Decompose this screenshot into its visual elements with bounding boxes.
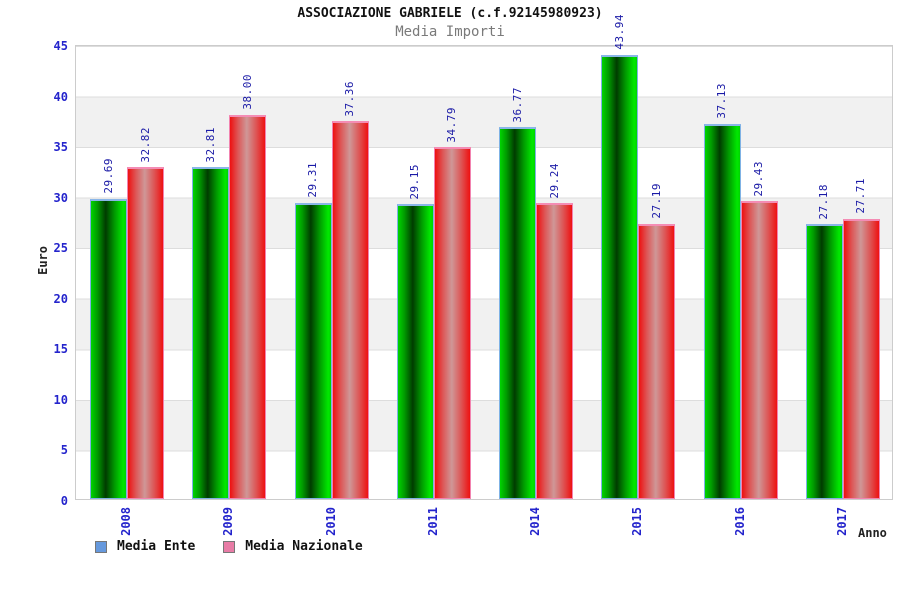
bar-media-ente-2016 <box>703 123 741 499</box>
bar-value-label: 37.36 <box>343 80 357 117</box>
bar-value-label: 37.13 <box>715 82 729 119</box>
plot-area: 0 5 10 15 20 25 30 35 40 45 2008 29.69 32.82 2009 32.8… <box>54 14 893 536</box>
bar-value-label: 32.81 <box>203 126 217 163</box>
bar-media-ente-2010 <box>294 202 332 499</box>
bar-value-label: 29.31 <box>306 162 320 198</box>
y-tick-label: 25 <box>53 241 68 256</box>
bar-value-label: 27.19 <box>649 183 663 220</box>
bar-value-label: 38.00 <box>240 74 254 110</box>
legend-item-media-ente: Media Ente <box>95 539 195 554</box>
bar-media-nazionale-2009 <box>229 114 267 499</box>
y-tick-label: 20 <box>53 291 68 306</box>
bar-media-ente-2014 <box>499 127 537 499</box>
bar-media-nazionale-2015 <box>638 224 676 499</box>
bar-media-ente-2008 <box>90 198 128 499</box>
bar-media-ente-2009 <box>192 167 230 499</box>
y-tick-label: 15 <box>53 342 68 357</box>
bar-media-ente-2011 <box>396 204 434 499</box>
x-tick-label: 2008 <box>119 507 134 536</box>
bar-media-nazionale-2016 <box>740 201 778 499</box>
legend-item-media-nazionale: Media Nazionale <box>223 539 363 554</box>
bar-value-label: 29.69 <box>101 158 115 194</box>
bar-value-label: 29.24 <box>547 162 561 199</box>
bar-value-label: 43.94 <box>612 14 626 50</box>
x-tick-label: 2011 <box>425 507 440 536</box>
x-tick-label: 2015 <box>630 507 645 536</box>
y-tick-label: 10 <box>53 392 68 407</box>
bar-media-nazionale-2017 <box>842 218 880 499</box>
chart-subtitle: Media Importi <box>395 24 505 40</box>
x-tick-label: 2016 <box>732 507 747 536</box>
bar-media-ente-2015 <box>601 54 639 499</box>
x-tick-label: 2014 <box>528 507 543 536</box>
legend-label: Media Ente <box>117 539 196 554</box>
x-tick-label: 2010 <box>323 507 338 536</box>
x-tick-label: 2009 <box>221 507 236 536</box>
bar-value-label: 32.82 <box>138 126 152 163</box>
bar-value-label: 27.71 <box>854 178 868 214</box>
y-tick-label: 0 <box>60 494 68 508</box>
y-tick-label: 30 <box>53 190 68 205</box>
bar-media-nazionale-2014 <box>536 203 574 499</box>
bar-media-nazionale-2011 <box>433 147 471 499</box>
bar-value-label: 34.79 <box>445 106 459 143</box>
bar-media-nazionale-2008 <box>127 167 165 499</box>
y-tick-label: 35 <box>53 140 68 155</box>
bar-value-label: 29.43 <box>752 160 766 197</box>
y-tick-label: 45 <box>53 39 68 53</box>
y-tick-label: 40 <box>53 89 68 104</box>
chart-title: ASSOCIAZIONE GABRIELE (c.f.92145980923) <box>297 6 603 21</box>
x-tick-label: 2017 <box>834 507 849 536</box>
bar-media-ente-2017 <box>805 224 843 499</box>
media-ente-swatch-icon <box>95 540 107 553</box>
bar-value-label: 36.77 <box>510 86 524 123</box>
legend-label: Media Nazionale <box>245 539 363 554</box>
y-tick-label: 5 <box>60 443 68 458</box>
bar-media-nazionale-2010 <box>331 121 369 499</box>
media-nazionale-swatch-icon <box>223 540 236 553</box>
legend: Media Ente Media Nazionale <box>95 539 363 554</box>
x-axis-title: Anno <box>858 526 887 540</box>
bar-value-label: 27.18 <box>817 183 831 220</box>
bar-value-label: 29.15 <box>408 163 422 200</box>
